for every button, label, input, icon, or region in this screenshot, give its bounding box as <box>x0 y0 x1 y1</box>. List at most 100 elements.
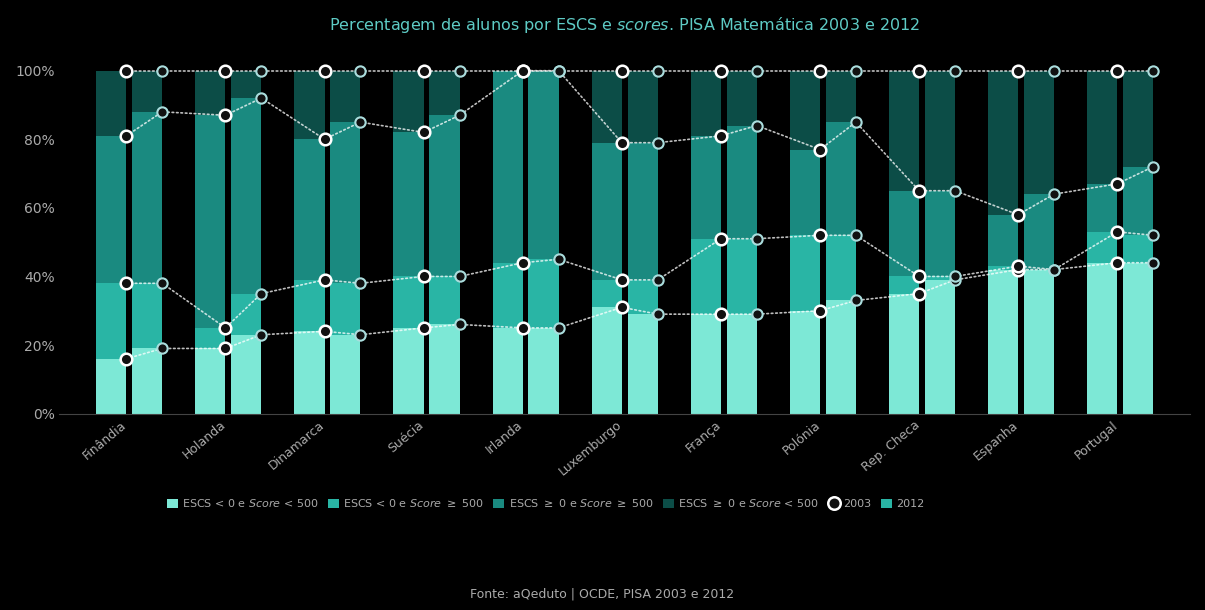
Point <box>910 271 929 281</box>
Bar <box>592 71 622 143</box>
Point <box>513 258 533 268</box>
Point <box>612 275 631 285</box>
Point <box>612 66 631 76</box>
Bar <box>133 112 163 283</box>
Point <box>747 66 766 76</box>
Point <box>117 66 136 76</box>
Point <box>811 145 830 154</box>
Bar <box>1123 235 1153 263</box>
Bar <box>133 71 163 112</box>
Bar <box>825 71 856 122</box>
Bar <box>231 293 261 335</box>
Bar <box>628 280 658 314</box>
Point <box>1009 66 1028 76</box>
Bar <box>1024 270 1054 414</box>
Bar <box>330 71 360 122</box>
Bar <box>195 71 225 115</box>
Bar <box>529 259 559 328</box>
Point <box>747 309 766 319</box>
Point <box>252 93 271 103</box>
Bar <box>1123 167 1153 235</box>
Bar <box>294 71 324 139</box>
Bar <box>330 283 360 335</box>
Point <box>549 66 569 76</box>
Point <box>153 278 172 288</box>
Point <box>252 289 271 298</box>
Bar <box>231 335 261 414</box>
Bar <box>133 283 163 348</box>
Bar <box>429 325 459 414</box>
Point <box>648 138 668 148</box>
Bar <box>1024 71 1054 194</box>
Bar <box>690 239 721 314</box>
Bar <box>1123 263 1153 414</box>
Point <box>811 66 830 76</box>
Point <box>1144 66 1163 76</box>
Point <box>711 234 730 243</box>
Bar <box>493 328 523 414</box>
Point <box>315 66 334 76</box>
Bar <box>294 280 324 331</box>
Point <box>910 186 929 196</box>
Point <box>351 330 370 340</box>
Point <box>153 107 172 117</box>
Bar <box>529 71 559 259</box>
Bar <box>96 359 127 414</box>
Bar <box>1024 194 1054 270</box>
Point <box>747 234 766 243</box>
Bar <box>195 328 225 348</box>
Point <box>1009 261 1028 271</box>
Bar <box>789 149 821 235</box>
Bar <box>294 139 324 280</box>
Point <box>711 131 730 141</box>
Bar <box>330 335 360 414</box>
Point <box>612 138 631 148</box>
Legend: ESCS < 0 e $\it{Score}$ < 500, ESCS < 0 e $\it{Score}$ $\geq$ 500, ESCS $\geq$ 0: ESCS < 0 e $\it{Score}$ < 500, ESCS < 0 … <box>163 492 929 514</box>
Point <box>513 66 533 76</box>
Bar <box>924 71 956 191</box>
Point <box>747 121 766 131</box>
Point <box>1045 66 1064 76</box>
Point <box>1009 265 1028 274</box>
Bar <box>825 235 856 301</box>
Point <box>1144 162 1163 171</box>
Bar <box>96 71 127 136</box>
Point <box>946 186 965 196</box>
Bar <box>988 215 1018 266</box>
Point <box>711 66 730 76</box>
Point <box>216 343 235 353</box>
Bar <box>727 71 757 126</box>
Point <box>351 66 370 76</box>
Bar <box>727 239 757 314</box>
Point <box>1045 265 1064 274</box>
Bar <box>889 71 919 191</box>
Bar <box>628 314 658 414</box>
Point <box>415 323 434 333</box>
Point <box>117 131 136 141</box>
Point <box>449 110 469 120</box>
Bar <box>394 328 424 414</box>
Point <box>513 323 533 333</box>
Bar <box>889 191 919 276</box>
Point <box>648 309 668 319</box>
Point <box>513 66 533 76</box>
Point <box>1107 66 1127 76</box>
Point <box>1107 227 1127 237</box>
Bar <box>195 348 225 414</box>
Point <box>117 354 136 364</box>
Point <box>415 271 434 281</box>
Point <box>811 306 830 315</box>
Point <box>910 289 929 298</box>
Point <box>946 66 965 76</box>
Point <box>315 326 334 336</box>
Point <box>315 134 334 144</box>
Point <box>252 66 271 76</box>
Text: Fonte: aQeduto | OCDE, PISA 2003 e 2012: Fonte: aQeduto | OCDE, PISA 2003 e 2012 <box>470 588 735 601</box>
Bar <box>628 143 658 280</box>
Bar <box>825 122 856 235</box>
Bar <box>825 301 856 414</box>
Point <box>846 117 865 127</box>
Bar <box>294 331 324 414</box>
Bar <box>690 136 721 239</box>
Point <box>351 278 370 288</box>
